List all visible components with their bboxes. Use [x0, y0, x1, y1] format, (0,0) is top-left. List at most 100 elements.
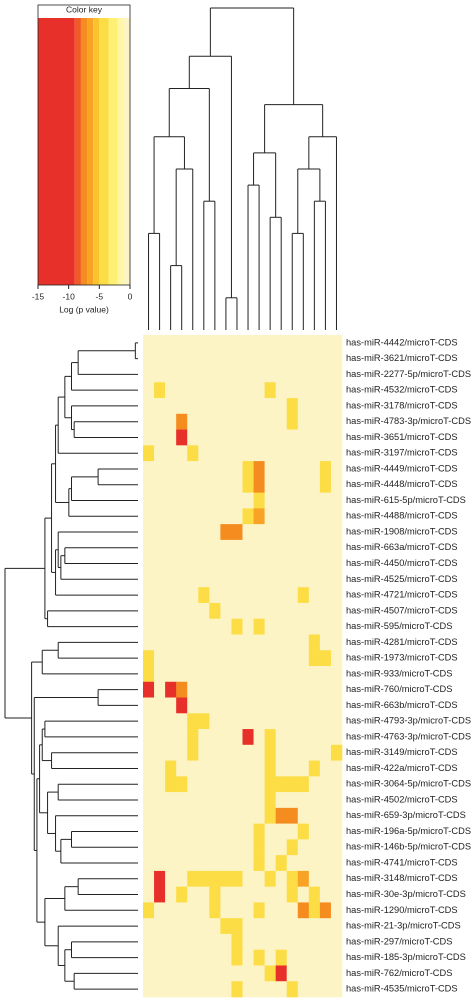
heatmap-cell — [330, 508, 343, 525]
heatmap-cell — [242, 713, 254, 730]
heatmap-cell — [209, 524, 221, 541]
heatmap-cell — [154, 571, 166, 588]
row-label: has-miR-422a/microT-CDS — [346, 763, 458, 773]
heatmap-cell — [231, 429, 243, 446]
heatmap-cell — [308, 539, 321, 556]
heatmap-cell — [231, 413, 243, 430]
heatmap-cell — [220, 508, 232, 525]
heatmap-cell — [264, 839, 276, 856]
heatmap-cell — [165, 602, 177, 620]
heatmap-cell — [231, 886, 243, 903]
heatmap-cell — [165, 760, 177, 777]
heatmap-cell — [319, 650, 332, 667]
heatmap-cell — [319, 965, 332, 982]
heatmap-cell — [143, 539, 155, 556]
heatmap-cell — [264, 366, 276, 383]
heatmap-cell — [209, 981, 221, 998]
heatmap-cell — [176, 792, 188, 809]
heatmap-cell — [143, 760, 155, 777]
heatmap-cell — [264, 335, 276, 352]
heatmap-cell — [275, 618, 288, 635]
heatmap-cell — [220, 949, 232, 966]
heatmap-cell — [264, 776, 276, 793]
heatmap-cell — [275, 476, 288, 493]
heatmap-cell — [165, 807, 177, 824]
heatmap-cell — [165, 571, 177, 588]
heatmap-cell — [297, 839, 310, 856]
heatmap-cell — [297, 476, 310, 493]
heatmap-cell — [165, 666, 177, 683]
heatmap-cell — [308, 918, 321, 935]
heatmap-cell — [275, 823, 288, 840]
heatmap-cell — [242, 398, 254, 415]
heatmap-cell — [330, 823, 343, 840]
heatmap-cell — [154, 870, 166, 887]
heatmap-cell — [275, 524, 288, 541]
heatmap-cell — [176, 760, 188, 777]
heatmap-cell — [165, 729, 177, 746]
heatmap-cell — [209, 492, 221, 509]
heatmap-cell — [286, 886, 299, 903]
heatmap-cell — [242, 571, 254, 588]
heatmap-cell — [154, 461, 166, 478]
heatmap-cell — [286, 870, 299, 887]
heatmap-cell — [286, 382, 299, 399]
heatmap-cell — [264, 398, 276, 415]
heatmap-cell — [165, 697, 177, 714]
heatmap-cell — [187, 398, 199, 415]
heatmap-cell — [187, 792, 199, 809]
heatmap-cell — [242, 792, 254, 809]
row-label: has-miR-4450/microT-CDS — [346, 558, 458, 568]
heatmap-cell — [143, 445, 155, 462]
heatmap-cell — [165, 350, 177, 367]
heatmap-cell — [275, 634, 288, 651]
heatmap-cell — [319, 602, 332, 620]
heatmap-cell — [220, 760, 232, 777]
heatmap-cell — [176, 350, 188, 367]
heatmap-cell — [154, 776, 166, 793]
heatmap-cell — [253, 823, 265, 840]
heatmap-cell — [264, 760, 276, 777]
heatmap-cell — [319, 823, 332, 840]
heatmap-cell — [187, 697, 199, 714]
heatmap-cell — [275, 918, 288, 935]
heatmap-cell — [143, 650, 155, 667]
heatmap-cell — [187, 524, 199, 541]
heatmap-cell — [330, 429, 343, 446]
heatmap-cell — [264, 918, 276, 935]
heatmap-cell — [198, 697, 210, 714]
heatmap-cell — [231, 634, 243, 651]
heatmap-cell — [198, 886, 210, 903]
row-label: has-miR-1973/microT-CDS — [346, 653, 458, 663]
heatmap-cell — [297, 729, 310, 746]
heatmap-cell — [154, 524, 166, 541]
heatmap-cell — [198, 382, 210, 399]
heatmap-cell — [187, 618, 199, 635]
heatmap-cell — [187, 918, 199, 935]
heatmap-cell — [286, 760, 299, 777]
heatmap-cell — [286, 650, 299, 667]
heatmap-cell — [297, 697, 310, 714]
heatmap-cell — [209, 508, 221, 525]
heatmap-cell — [176, 445, 188, 462]
heatmap-cell — [308, 524, 321, 541]
heatmap-cell — [154, 918, 166, 935]
heatmap-cell — [253, 981, 265, 998]
heatmap-cell — [275, 729, 288, 746]
heatmap-cell — [319, 335, 332, 352]
heatmap-cell — [165, 634, 177, 651]
heatmap-cell — [242, 382, 254, 399]
heatmap-cell — [209, 366, 221, 383]
row-label: has-miR-4532/microT-CDS — [346, 385, 458, 395]
heatmap-cell — [264, 350, 276, 367]
heatmap-cell — [264, 634, 276, 651]
heatmap-cell — [209, 587, 221, 604]
heatmap-cell — [165, 587, 177, 604]
heatmap-cell — [242, 602, 254, 620]
heatmap-cell — [231, 760, 243, 777]
heatmap-cell — [231, 508, 243, 525]
heatmap-cell — [220, 350, 232, 367]
heatmap-cell — [187, 555, 199, 572]
heatmap-cell — [220, 634, 232, 651]
heatmap-cell — [264, 855, 276, 872]
